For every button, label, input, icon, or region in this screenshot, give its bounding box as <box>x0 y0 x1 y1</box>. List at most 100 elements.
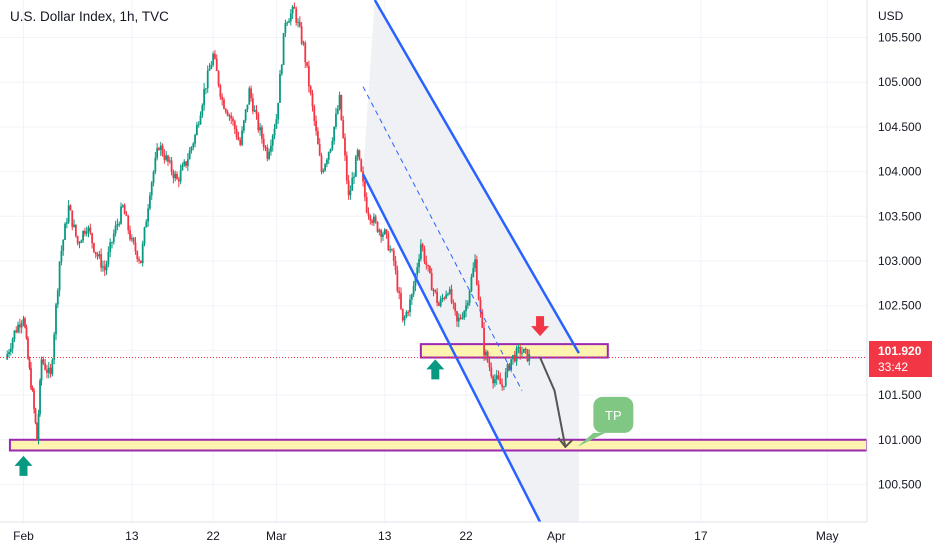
up-arrow-marker-1 <box>14 455 33 476</box>
candle-body <box>461 317 464 319</box>
y-tick-label: 105.500 <box>878 31 922 45</box>
candle-body <box>15 330 18 333</box>
candle-body <box>147 208 150 222</box>
candle-body <box>432 289 435 291</box>
candle-body <box>127 215 130 231</box>
candle-body <box>255 110 258 114</box>
candle-body <box>60 250 63 262</box>
candle-body <box>421 244 424 249</box>
candle-body <box>228 115 231 117</box>
candle-body <box>459 317 462 319</box>
candle-body <box>369 215 372 221</box>
candle-body <box>277 102 280 120</box>
candle-body <box>311 93 314 107</box>
candle-body <box>519 347 522 354</box>
candle-body <box>475 259 478 285</box>
candle-body <box>221 96 224 100</box>
candle-body <box>497 375 500 379</box>
candle-body <box>197 124 200 126</box>
candle-body <box>259 127 261 131</box>
x-tick-label: 13 <box>125 529 139 543</box>
candle-body <box>134 242 137 252</box>
candle-body <box>18 324 21 328</box>
candle-body <box>199 115 202 125</box>
candle-body <box>44 363 47 370</box>
candle-body <box>456 311 458 322</box>
candle-body <box>401 308 404 321</box>
candle-body <box>295 8 298 23</box>
candle-body <box>232 118 234 122</box>
candle-body <box>501 384 504 387</box>
candle-body <box>450 289 453 303</box>
candle-body <box>510 359 513 371</box>
candle-body <box>233 121 236 130</box>
candle-body <box>114 225 117 234</box>
candle-body <box>438 302 440 306</box>
candle-body <box>367 212 370 216</box>
candle-body <box>284 23 287 34</box>
candle-body <box>107 252 110 264</box>
candle-body <box>279 74 281 103</box>
y-tick-label: 105.000 <box>878 75 922 89</box>
candle-body <box>275 119 278 129</box>
candle-body <box>331 140 334 149</box>
candle-body <box>389 249 392 251</box>
candle-body <box>387 233 390 251</box>
y-tick-label: 100.500 <box>878 477 922 491</box>
candle-body <box>123 205 126 215</box>
candle-body <box>371 220 373 223</box>
candle-body <box>152 171 155 183</box>
candle-body <box>481 311 484 328</box>
tp-label: TP <box>605 408 622 423</box>
candle-body <box>58 261 61 291</box>
candle-body <box>83 230 86 234</box>
candle-body <box>358 150 361 160</box>
x-tick-label: 22 <box>459 529 473 543</box>
candle-body <box>69 205 72 211</box>
candle-body <box>494 379 496 384</box>
candle-body <box>89 227 92 234</box>
candle-body <box>405 311 408 318</box>
candle-body <box>194 134 196 144</box>
candle-body <box>55 304 57 335</box>
support-zone <box>8 438 868 452</box>
candle-body <box>39 380 41 415</box>
candle-body <box>96 254 99 257</box>
candle-body <box>382 234 384 237</box>
candle-body <box>298 21 301 27</box>
candle-body <box>145 221 148 228</box>
candle-body <box>434 289 437 292</box>
tp-callout <box>593 396 634 433</box>
candle-body <box>105 263 108 271</box>
candle-body <box>112 233 115 243</box>
candle-body <box>457 317 460 322</box>
candle-body <box>344 137 346 156</box>
candle-body <box>167 155 169 162</box>
candle-body <box>302 42 305 44</box>
candle-body <box>419 244 422 259</box>
candle-body <box>177 179 180 182</box>
candle-body <box>414 274 417 286</box>
candle-body <box>143 227 146 244</box>
candle-body <box>51 359 54 375</box>
candle-body <box>203 89 206 106</box>
candle-body <box>318 144 321 156</box>
candle-body <box>248 88 251 105</box>
candle-body <box>353 176 355 178</box>
candle-body <box>356 150 359 157</box>
candle-body <box>262 138 265 148</box>
candle-body <box>365 197 368 213</box>
candle-body <box>183 161 186 166</box>
x-tick-label: 22 <box>206 529 220 543</box>
x-tick-label: 17 <box>694 529 708 543</box>
y-tick-label: 101.000 <box>878 433 922 447</box>
candle-body <box>506 364 509 373</box>
candle-body <box>264 147 267 149</box>
candle-body <box>74 224 77 237</box>
candle-body <box>363 181 366 198</box>
candle-body <box>513 355 516 362</box>
candle-body <box>208 68 211 71</box>
candle-body <box>345 155 348 181</box>
candle-body <box>80 240 83 243</box>
